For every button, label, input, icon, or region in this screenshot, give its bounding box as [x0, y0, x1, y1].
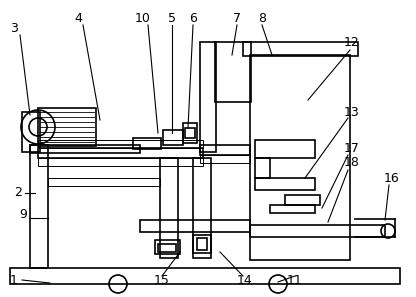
Bar — [285, 195, 320, 205]
Text: 15: 15 — [154, 274, 170, 287]
Bar — [160, 158, 178, 258]
Text: 2: 2 — [14, 187, 22, 200]
Bar — [140, 220, 250, 232]
Bar — [185, 128, 195, 138]
Bar — [48, 178, 160, 186]
Text: 5: 5 — [168, 12, 176, 24]
Bar — [30, 145, 140, 153]
Bar — [200, 42, 216, 152]
Bar — [193, 158, 211, 258]
Bar — [38, 148, 203, 158]
Bar — [38, 108, 96, 146]
Text: 1: 1 — [10, 274, 18, 287]
Bar — [155, 240, 180, 254]
Bar — [200, 145, 250, 155]
Bar — [197, 238, 207, 250]
Bar — [30, 145, 48, 268]
Bar — [255, 178, 315, 190]
Text: 18: 18 — [344, 157, 360, 170]
Text: 9: 9 — [19, 208, 27, 222]
Bar — [243, 42, 358, 56]
Text: 12: 12 — [344, 36, 360, 48]
Bar — [255, 158, 270, 178]
Bar — [183, 123, 197, 143]
Bar — [255, 140, 315, 158]
Bar — [215, 42, 251, 102]
Bar — [38, 140, 203, 148]
Text: 11: 11 — [287, 274, 303, 287]
Text: 16: 16 — [384, 171, 400, 184]
Text: 13: 13 — [344, 105, 360, 119]
Bar — [133, 138, 161, 149]
Text: 10: 10 — [135, 12, 151, 24]
Text: 4: 4 — [74, 12, 82, 24]
Bar — [270, 205, 315, 213]
Text: 3: 3 — [10, 21, 18, 34]
Text: 17: 17 — [344, 141, 360, 154]
Bar — [158, 244, 176, 252]
Bar — [22, 112, 40, 152]
Bar — [10, 268, 400, 284]
Bar — [250, 225, 385, 237]
Bar — [38, 158, 203, 166]
Bar — [200, 155, 250, 163]
Text: 7: 7 — [233, 12, 241, 24]
Text: 8: 8 — [258, 12, 266, 24]
Bar — [163, 130, 183, 145]
Text: 14: 14 — [237, 274, 253, 287]
Text: 6: 6 — [189, 12, 197, 24]
Bar — [193, 235, 211, 253]
Bar — [250, 55, 350, 260]
